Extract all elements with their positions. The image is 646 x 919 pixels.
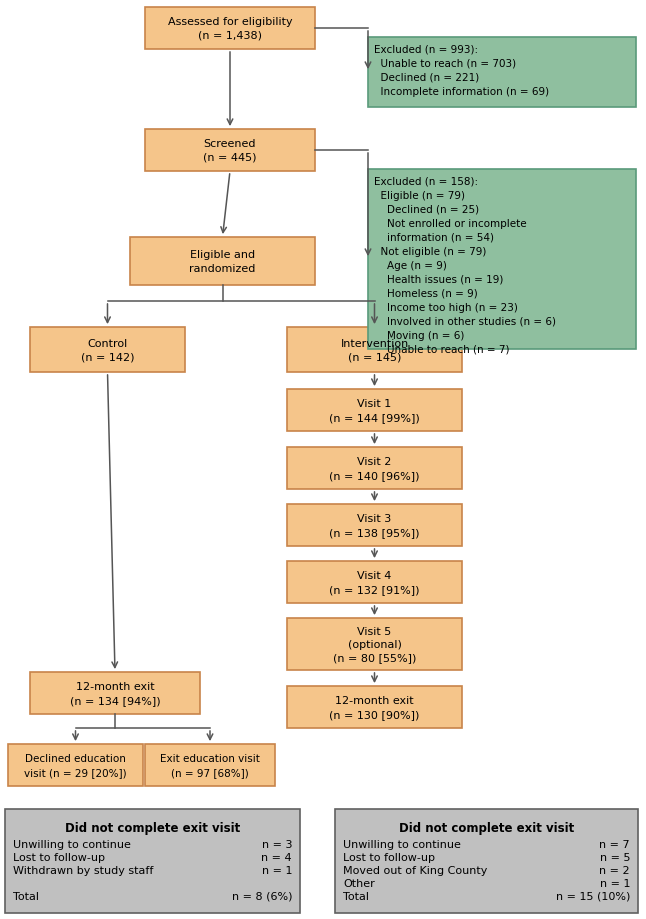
Bar xyxy=(130,238,315,286)
Text: Other: Other xyxy=(343,878,375,888)
Text: Lost to follow-up: Lost to follow-up xyxy=(343,852,435,862)
Text: Excluded (n = 158):
  Eligible (n = 79)
    Declined (n = 25)
    Not enrolled o: Excluded (n = 158): Eligible (n = 79) De… xyxy=(374,176,556,355)
Text: Screened
(n = 445): Screened (n = 445) xyxy=(203,140,256,163)
Bar xyxy=(30,328,185,372)
Bar xyxy=(287,448,462,490)
Bar xyxy=(145,744,275,786)
Text: n = 2: n = 2 xyxy=(599,865,630,875)
Text: n = 7: n = 7 xyxy=(599,839,630,849)
Text: Eligible and
randomized: Eligible and randomized xyxy=(189,250,256,273)
Text: Visit 2
(n = 140 [96%]): Visit 2 (n = 140 [96%]) xyxy=(329,457,420,480)
Bar xyxy=(30,673,200,714)
Text: Unwilling to continue: Unwilling to continue xyxy=(13,839,131,849)
Text: Visit 4
(n = 132 [91%]): Visit 4 (n = 132 [91%]) xyxy=(329,571,420,594)
Bar xyxy=(5,809,300,913)
Text: Declined education
visit (n = 29 [20%]): Declined education visit (n = 29 [20%]) xyxy=(24,754,127,777)
Text: n = 1: n = 1 xyxy=(599,878,630,888)
Text: Total: Total xyxy=(343,891,369,901)
Bar xyxy=(287,390,462,432)
Text: Did not complete exit visit: Did not complete exit visit xyxy=(399,821,574,834)
Bar xyxy=(335,809,638,913)
Text: Total: Total xyxy=(13,891,39,901)
Text: n = 3: n = 3 xyxy=(262,839,292,849)
Text: 12-month exit
(n = 130 [90%]): 12-month exit (n = 130 [90%]) xyxy=(329,696,420,719)
Bar xyxy=(368,170,636,349)
Text: Assessed for eligibility
(n = 1,438): Assessed for eligibility (n = 1,438) xyxy=(168,17,292,40)
Text: 12-month exit
(n = 134 [94%]): 12-month exit (n = 134 [94%]) xyxy=(70,682,160,705)
Text: Withdrawn by study staff: Withdrawn by study staff xyxy=(13,865,153,875)
Text: Intervention
(n = 145): Intervention (n = 145) xyxy=(340,338,409,362)
Text: n = 1: n = 1 xyxy=(262,865,292,875)
Bar xyxy=(287,328,462,372)
Bar xyxy=(287,505,462,547)
Text: Visit 3
(n = 138 [95%]): Visit 3 (n = 138 [95%]) xyxy=(329,514,420,537)
Text: Exit education visit
(n = 97 [68%]): Exit education visit (n = 97 [68%]) xyxy=(160,754,260,777)
Text: n = 4: n = 4 xyxy=(262,852,292,862)
Text: Did not complete exit visit: Did not complete exit visit xyxy=(65,821,240,834)
Bar xyxy=(8,744,143,786)
Text: Lost to follow-up: Lost to follow-up xyxy=(13,852,105,862)
Text: Control
(n = 142): Control (n = 142) xyxy=(81,338,134,362)
Bar xyxy=(287,562,462,604)
Text: Visit 1
(n = 144 [99%]): Visit 1 (n = 144 [99%]) xyxy=(329,399,420,422)
Text: n = 8 (6%): n = 8 (6%) xyxy=(231,891,292,901)
Text: n = 15 (10%): n = 15 (10%) xyxy=(556,891,630,901)
Text: Moved out of King County: Moved out of King County xyxy=(343,865,487,875)
Text: n = 5: n = 5 xyxy=(599,852,630,862)
Text: Visit 5
(optional)
(n = 80 [55%]): Visit 5 (optional) (n = 80 [55%]) xyxy=(333,626,416,663)
Bar xyxy=(145,8,315,50)
Bar xyxy=(145,130,315,172)
Text: Unwilling to continue: Unwilling to continue xyxy=(343,839,461,849)
Bar xyxy=(287,686,462,728)
Bar xyxy=(287,618,462,670)
Text: Excluded (n = 993):
  Unable to reach (n = 703)
  Declined (n = 221)
  Incomplet: Excluded (n = 993): Unable to reach (n =… xyxy=(374,45,549,96)
Bar xyxy=(368,38,636,108)
